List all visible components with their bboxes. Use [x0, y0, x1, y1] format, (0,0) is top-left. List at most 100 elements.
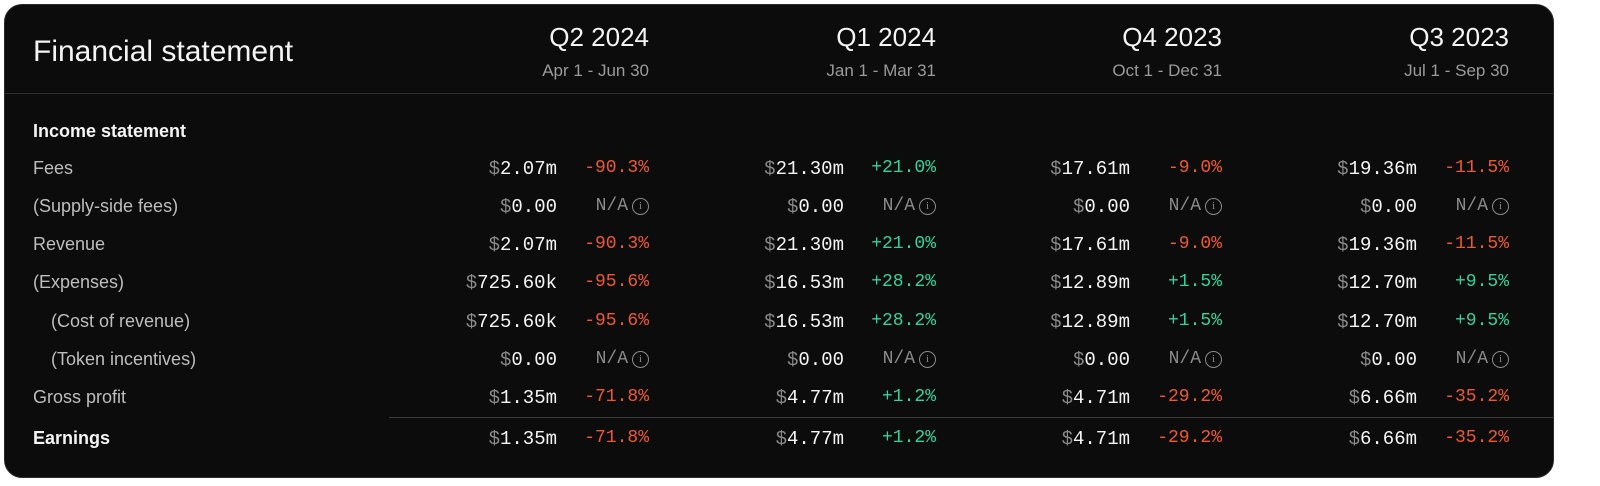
change-value: N/A [882, 349, 915, 369]
cell-value: $19.36m [1257, 158, 1417, 180]
table-row: (Cost of revenue) $725.60k -95.6% $16.53m +2… [5, 303, 1553, 341]
change-percent: N/A i [1409, 196, 1509, 216]
change-percent: +21.0% [836, 234, 936, 254]
cell-value: $725.60k [397, 311, 557, 333]
currency-symbol: $ [465, 311, 478, 333]
info-circle-icon[interactable]: i [1205, 351, 1222, 368]
quarter-date-range: Jan 1 - Mar 31 [826, 61, 936, 80]
cell-value: $4.77m [684, 387, 844, 409]
amount: 6.66m [1359, 428, 1417, 450]
info-circle-icon[interactable]: i [1492, 198, 1509, 215]
info-circle-icon[interactable]: i [632, 351, 649, 368]
row-label: Gross profit [33, 387, 127, 407]
amount: 12.89m [1061, 311, 1130, 333]
currency-symbol: $ [488, 158, 500, 180]
currency-symbol: $ [1061, 387, 1073, 409]
amount: 19.36m [1348, 158, 1417, 180]
change-percent: -71.8% [549, 387, 649, 407]
cell-value: $0.00 [397, 196, 557, 218]
amount: 0.00 [1371, 349, 1417, 371]
cell-value: $16.53m [684, 272, 844, 294]
cell-value: $0.00 [684, 349, 844, 371]
table-row: Earnings $1.35m -71.8% $4.77m +1.2% $4.71m -29… [5, 420, 1553, 458]
quarter-date-range: Jul 1 - Sep 30 [1404, 61, 1509, 80]
amount: 0.00 [798, 196, 844, 218]
change-value: N/A [595, 349, 628, 369]
change-value: +9.5% [1454, 311, 1509, 331]
cell-value: $12.89m [970, 272, 1130, 294]
amount: 4.71m [1072, 428, 1130, 450]
info-circle-icon[interactable]: i [919, 351, 936, 368]
change-percent: N/A i [836, 196, 936, 216]
amount: 17.61m [1061, 234, 1130, 256]
cell-value: $4.71m [970, 387, 1130, 409]
cell-value: $17.61m [970, 158, 1130, 180]
amount: 16.53m [775, 311, 844, 333]
change-percent: -29.2% [1122, 428, 1222, 448]
currency-symbol: $ [499, 349, 512, 371]
row-label: (Cost of revenue) [51, 311, 191, 331]
table-row: (Expenses) $725.60k -95.6% $16.53m +28.2% $12… [5, 264, 1553, 302]
currency-symbol: $ [1050, 234, 1062, 256]
currency-symbol: $ [1050, 311, 1062, 333]
change-value: -90.3% [584, 234, 649, 254]
cell-value: $0.00 [397, 349, 557, 371]
change-value: N/A [1455, 349, 1488, 369]
change-percent: +1.2% [836, 387, 936, 407]
amount: 1.35m [499, 428, 557, 450]
info-circle-icon[interactable]: i [632, 198, 649, 215]
change-percent: N/A i [1122, 349, 1222, 369]
change-percent: -90.3% [549, 158, 649, 178]
amount: 0.00 [1084, 196, 1130, 218]
amount: 0.00 [1084, 349, 1130, 371]
currency-symbol: $ [775, 428, 787, 450]
amount: 0.00 [511, 196, 557, 218]
quarter-label: Q3 2023 [1409, 22, 1509, 52]
info-circle-icon[interactable]: i [1205, 198, 1222, 215]
row-label: Income statement [33, 121, 187, 141]
change-value: N/A [882, 196, 915, 216]
amount: 1.35m [499, 387, 557, 409]
currency-symbol: $ [1359, 349, 1372, 371]
quarter-header: Q3 2023 Jul 1 - Sep 30 [1259, 21, 1509, 81]
amount: 12.70m [1348, 311, 1417, 333]
amount: 0.00 [798, 349, 844, 371]
cell-value: $12.70m [1257, 311, 1417, 333]
change-value: -35.2% [1444, 387, 1509, 407]
amount: 4.77m [786, 428, 844, 450]
table-row: Income statement [5, 113, 1553, 151]
change-percent: +1.5% [1122, 311, 1222, 331]
change-value: N/A [1168, 196, 1201, 216]
change-percent: -29.2% [1122, 387, 1222, 407]
change-percent: -9.0% [1122, 158, 1222, 178]
currency-symbol: $ [764, 272, 776, 294]
table-row: Gross profit $1.35m -71.8% $4.77m +1.2% $4.71… [5, 379, 1553, 417]
table-row: (Supply-side fees) $0.00 N/A i $0.00 N/A i $0.0… [5, 188, 1553, 226]
info-circle-icon[interactable]: i [1492, 351, 1509, 368]
change-value: +1.2% [881, 387, 936, 407]
amount: 21.30m [775, 158, 844, 180]
change-value: -29.2% [1157, 387, 1222, 407]
row-label: (Expenses) [33, 272, 125, 292]
cell-value: $4.77m [684, 428, 844, 450]
change-percent: +9.5% [1409, 272, 1509, 292]
amount: 17.61m [1061, 158, 1130, 180]
currency-symbol: $ [1072, 349, 1085, 371]
info-circle-icon[interactable]: i [919, 198, 936, 215]
change-value: +1.5% [1167, 272, 1222, 292]
quarter-header: Q2 2024 Apr 1 - Jun 30 [399, 21, 649, 81]
amount: 0.00 [511, 349, 557, 371]
amount: 12.89m [1061, 272, 1130, 294]
amount: 2.07m [499, 158, 557, 180]
change-percent: -90.3% [549, 234, 649, 254]
currency-symbol: $ [786, 196, 799, 218]
change-value: -35.2% [1444, 428, 1509, 448]
cell-value: $2.07m [397, 158, 557, 180]
currency-symbol: $ [499, 196, 512, 218]
change-value: +21.0% [871, 158, 936, 178]
table-row: Fees $2.07m -90.3% $21.30m +21.0% $17.61m -9.0… [5, 150, 1553, 188]
currency-symbol: $ [1337, 272, 1349, 294]
currency-symbol: $ [1348, 387, 1360, 409]
currency-symbol: $ [1337, 234, 1349, 256]
quarter-date-range: Apr 1 - Jun 30 [542, 61, 649, 80]
